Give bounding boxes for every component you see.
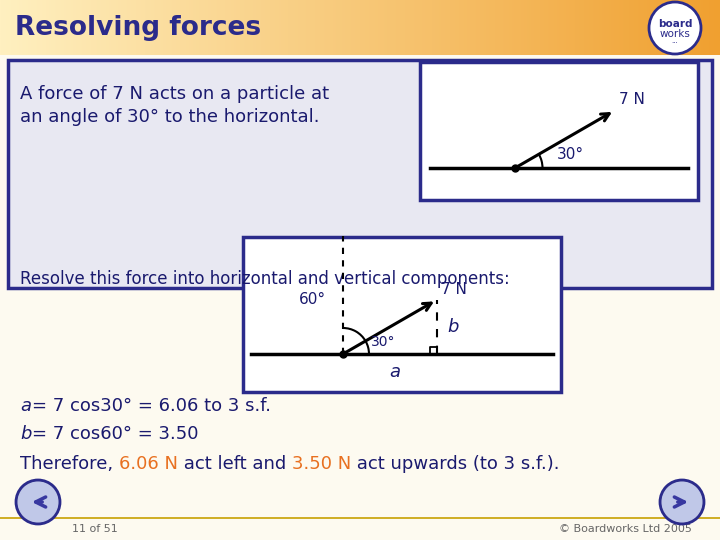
- Text: = 7 cos60° = 3.50: = 7 cos60° = 3.50: [32, 425, 199, 443]
- Text: 6.06 N: 6.06 N: [119, 455, 178, 473]
- Text: Resolve this force into horizontal and vertical components:: Resolve this force into horizontal and v…: [20, 270, 510, 288]
- Text: $a$: $a$: [20, 397, 32, 415]
- Text: an angle of 30° to the horizontal.: an angle of 30° to the horizontal.: [20, 108, 320, 126]
- Circle shape: [16, 480, 60, 524]
- Circle shape: [662, 482, 702, 522]
- Text: 7 N: 7 N: [441, 282, 467, 297]
- Text: $b$: $b$: [446, 318, 459, 336]
- Bar: [420, 62, 698, 200]
- Bar: [243, 237, 561, 392]
- Text: works: works: [660, 29, 690, 39]
- Text: board: board: [658, 19, 692, 29]
- Text: Resolving forces: Resolving forces: [15, 15, 261, 41]
- Circle shape: [18, 482, 58, 522]
- Text: 11 of 51: 11 of 51: [72, 524, 118, 534]
- Text: A force of 7 N acts on a particle at: A force of 7 N acts on a particle at: [20, 85, 329, 103]
- Text: 3.50 N: 3.50 N: [292, 455, 351, 473]
- Text: 60°: 60°: [299, 293, 326, 307]
- Text: Therefore,: Therefore,: [20, 455, 119, 473]
- Text: $a$: $a$: [389, 363, 401, 381]
- Circle shape: [660, 480, 704, 524]
- Text: ...: ...: [672, 38, 678, 44]
- Text: © Boardworks Ltd 2005: © Boardworks Ltd 2005: [559, 524, 691, 534]
- Text: = 7 cos30° = 6.06 to 3 s.f.: = 7 cos30° = 6.06 to 3 s.f.: [32, 397, 271, 415]
- Text: act left and: act left and: [178, 455, 292, 473]
- Text: $b$: $b$: [20, 425, 32, 443]
- Circle shape: [649, 2, 701, 54]
- Bar: [8, 60, 712, 288]
- Text: 7 N: 7 N: [618, 92, 644, 107]
- Text: 30°: 30°: [557, 147, 584, 162]
- Text: act upwards (to 3 s.f.).: act upwards (to 3 s.f.).: [351, 455, 559, 473]
- Text: 30°: 30°: [371, 335, 395, 349]
